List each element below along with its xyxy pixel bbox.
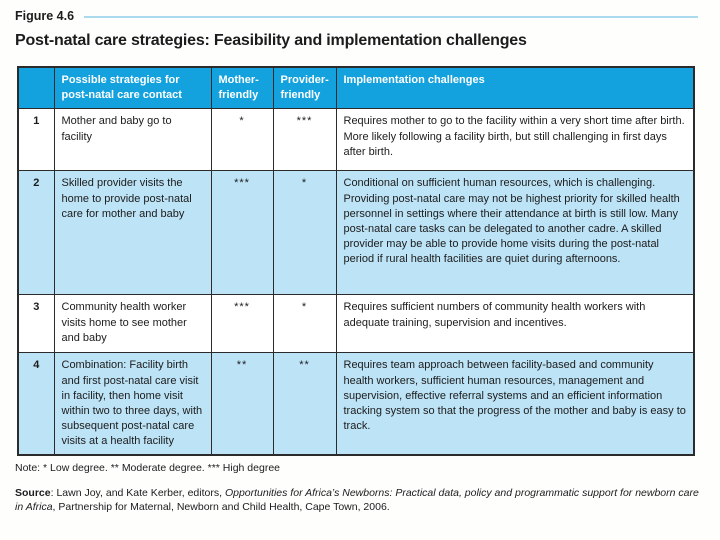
provider-rating: *: [272, 170, 337, 296]
table-header-row: Possible strategies for post-natal care …: [17, 66, 695, 110]
source-label: Source: [15, 487, 51, 499]
source-text-post: , Partnership for Maternal, Newborn and …: [52, 501, 390, 514]
challenges-cell: Conditional on sufficient human resource…: [335, 170, 695, 296]
provider-rating: **: [272, 352, 337, 456]
source-citation: Source: Lawn Joy, and Kate Kerber, edito…: [15, 486, 707, 514]
strategy-cell: Skilled provider visits the home to prov…: [53, 170, 212, 296]
source-publication-title: Opportunities for Africa’s Newborns: Pra…: [15, 487, 699, 514]
table-row: 4 Combination: Facility birth and first …: [17, 352, 695, 456]
mother-rating: *: [210, 108, 274, 172]
provider-rating: *: [272, 294, 337, 354]
header-cell-mother-friendly: Mother-friendly: [210, 66, 274, 110]
row-number: 1: [17, 108, 55, 172]
mother-rating: ***: [210, 170, 274, 296]
challenges-cell: Requires sufficient numbers of community…: [335, 294, 695, 354]
header-cell-challenges: Implementation challenges: [335, 66, 695, 110]
table-row: 2 Skilled provider visits the home to pr…: [17, 170, 695, 296]
provider-rating: ***: [272, 108, 337, 172]
figure-rule-line: [84, 15, 698, 18]
figure-number-label: Figure 4.6: [15, 9, 75, 23]
row-number: 2: [17, 170, 55, 296]
challenges-cell: Requires mother to go to the facility wi…: [335, 108, 695, 172]
figure-header: Figure 4.6: [15, 9, 698, 23]
strategies-table: Possible strategies for post-natal care …: [17, 66, 695, 457]
table-row: 3 Community health worker visits home to…: [17, 294, 695, 354]
strategy-cell: Community health worker visits home to s…: [53, 294, 212, 354]
row-number: 4: [17, 352, 55, 456]
table-row: 1 Mother and baby go to facility * *** R…: [17, 108, 695, 172]
page-title: Post-natal care strategies: Feasibility …: [15, 32, 527, 49]
header-cell-number: [17, 66, 55, 110]
note-legend: Note: * Low degree. ** Moderate degree. …: [15, 462, 281, 474]
row-number: 3: [17, 294, 55, 354]
source-text-pre: : Lawn Joy, and Kate Kerber, editors,: [50, 487, 225, 499]
strategy-cell: Combination: Facility birth and first po…: [53, 352, 212, 456]
header-cell-strategy: Possible strategies for post-natal care …: [53, 66, 212, 110]
challenges-cell: Requires team approach between facility-…: [335, 352, 695, 456]
mother-rating: ***: [210, 294, 274, 354]
mother-rating: **: [210, 352, 274, 456]
strategy-cell: Mother and baby go to facility: [53, 108, 212, 172]
header-cell-provider-friendly: Provider-friendly: [272, 66, 337, 110]
